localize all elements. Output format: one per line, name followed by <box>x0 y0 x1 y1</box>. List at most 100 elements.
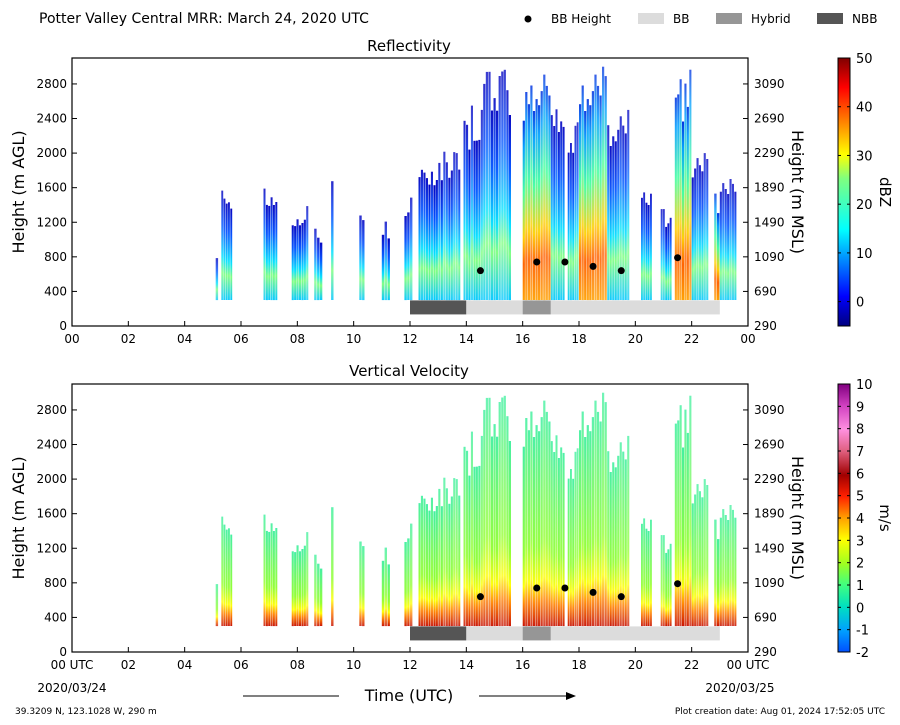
heatmap-cell <box>443 477 446 626</box>
heatmap-cell <box>540 417 543 626</box>
heatmap-cell <box>435 506 438 627</box>
heatmap-cell <box>443 151 446 300</box>
heatmap-cell <box>438 488 441 627</box>
heatmap-cell <box>669 217 672 300</box>
heatmap-cell <box>435 180 438 301</box>
colorbar-tick-label: 0 <box>856 601 864 616</box>
heatmap-cell <box>686 432 689 626</box>
legend-label: Hybrid <box>751 12 791 26</box>
heatmap-cell <box>228 528 230 626</box>
heatmap-cell <box>622 125 625 301</box>
colorbar-tick-label: 8 <box>856 423 864 438</box>
colorbar-tick-label: 10 <box>856 247 873 262</box>
heatmap-cell <box>674 423 677 627</box>
heatmap-cell <box>570 469 572 627</box>
y-tick-label-right: 1490 <box>754 541 785 555</box>
heatmap-cell <box>453 478 456 627</box>
heatmap-cell <box>584 437 587 626</box>
heatmap-cell <box>576 122 579 301</box>
heatmap-cell <box>317 563 320 627</box>
bb-height-point <box>561 258 569 266</box>
heatmap-cell <box>703 153 706 301</box>
heatmap-cell <box>602 66 605 301</box>
heatmap-cell <box>689 69 692 301</box>
colorbar-tick-label: 30 <box>856 149 873 164</box>
heatmap-cell <box>619 116 622 300</box>
heatmap-cell <box>619 442 622 626</box>
colorbar-tick-label: 4 <box>856 512 864 527</box>
heatmap-cell <box>508 115 511 301</box>
heatmap-cell <box>734 517 737 626</box>
heatmap-cell <box>622 451 625 627</box>
heatmap-cell <box>667 223 670 301</box>
heatmap-cell <box>423 172 426 301</box>
heatmap-cell <box>714 519 717 627</box>
x-tick-label: 10 <box>346 332 361 346</box>
heatmap-cell <box>669 543 672 626</box>
colorbar-tick-label: 50 <box>856 52 873 67</box>
colorbar <box>837 57 851 327</box>
heatmap-cell <box>223 198 226 300</box>
heatmap-cell <box>425 178 428 301</box>
vertical-velocity-panel: Vertical Velocity Height (m AGL) Height … <box>9 362 894 672</box>
y-tick-label: 1600 <box>36 181 67 195</box>
heatmap-cell <box>647 205 650 300</box>
bb-height-point <box>617 593 625 601</box>
heatmap-cell <box>614 141 617 301</box>
heatmap-cell <box>540 91 543 300</box>
heatmap-cell <box>714 193 717 301</box>
heatmap-cell <box>555 109 558 300</box>
heatmap-cell <box>596 85 600 301</box>
heatmap-cell <box>384 547 387 627</box>
heatmap-cell <box>488 397 491 627</box>
x-tick-label: 20 <box>628 658 643 672</box>
heatmap-cell <box>498 402 501 627</box>
heatmap-cell <box>717 213 720 301</box>
heatmap-cell <box>458 169 461 301</box>
x-tick-label: 02 <box>121 658 136 672</box>
heatmap-cell <box>581 411 584 627</box>
heatmap-cell <box>686 106 689 301</box>
heatmap-cell <box>599 421 602 626</box>
heatmap-cell <box>296 219 299 300</box>
heatmap-cell <box>717 539 720 627</box>
y-tick-label: 2400 <box>36 112 67 126</box>
heatmap-cell <box>525 92 528 301</box>
heatmap-cell <box>609 146 612 300</box>
heatmap-cell <box>647 531 650 626</box>
heatmap-cell <box>448 177 451 301</box>
x-tick-label: 00 <box>64 332 79 346</box>
heatmap-cell <box>319 568 323 626</box>
heatmap-cell <box>572 152 575 300</box>
x-axis-label: Time (UTC) <box>364 686 453 705</box>
x-tick-label: 12 <box>402 658 417 672</box>
heatmap-cell <box>724 189 727 300</box>
heatmap-cell <box>694 494 697 627</box>
heatmap-cell <box>643 518 646 626</box>
heatmap-cell <box>706 159 709 300</box>
heatmap-cell <box>501 71 504 301</box>
heatmap-cell <box>548 421 551 626</box>
x-tick-label: 00 <box>740 332 755 346</box>
x-tick-label: 18 <box>571 658 586 672</box>
rain-type-segment <box>410 300 467 315</box>
heatmap-cell <box>407 538 410 626</box>
heatmap-cell <box>679 79 682 301</box>
heatmap-cell <box>475 140 478 301</box>
heatmap-cell <box>272 205 275 301</box>
heatmap-cell <box>501 397 504 627</box>
heatmap-cell <box>532 437 536 626</box>
legend: BB Height BB Hybrid NBB <box>524 12 877 26</box>
heatmap-cell <box>641 523 643 627</box>
heatmap-cell <box>614 467 617 627</box>
heatmap-cell <box>303 219 306 300</box>
bb-height-point <box>476 593 484 601</box>
heatmap-cell <box>604 76 607 301</box>
rain-type-segment <box>550 626 720 641</box>
y-tick-label-right: 690 <box>754 610 777 624</box>
heatmap-cell <box>643 192 646 300</box>
date-start: 2020/03/24 <box>37 681 106 695</box>
location-text: 39.3209 N, 123.1028 W, 290 m <box>15 707 157 717</box>
heatmap-cell <box>420 495 423 627</box>
